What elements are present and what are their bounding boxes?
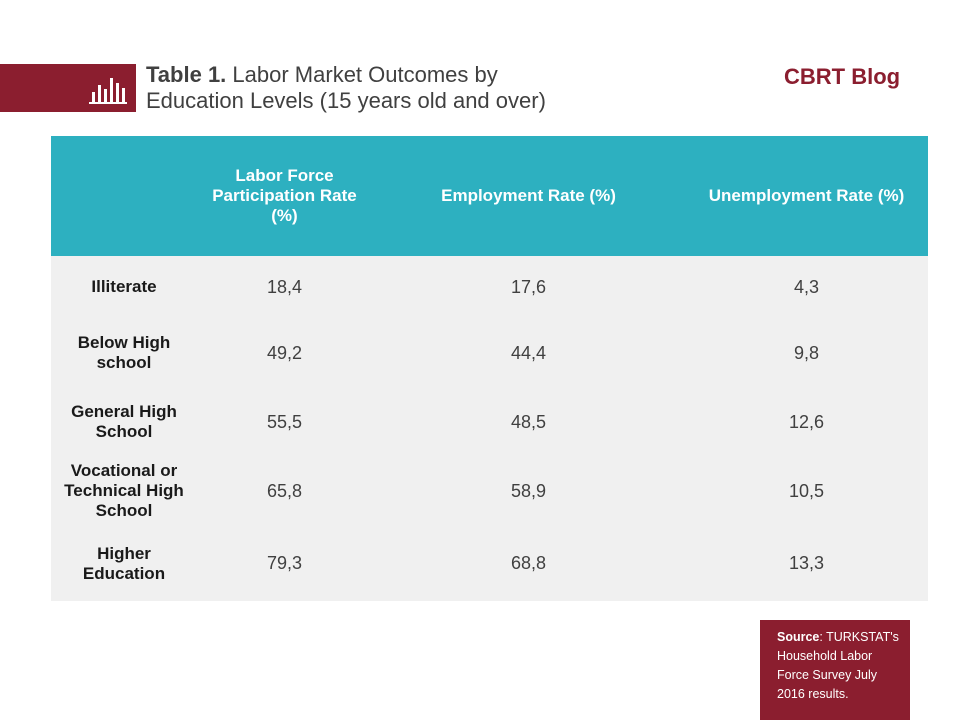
page-title: Table 1. Labor Market Outcomes by Educat… — [146, 62, 666, 114]
title-band — [0, 64, 136, 112]
cell-unemployment: 4,3 — [685, 256, 928, 318]
cell-unemployment: 12,6 — [685, 388, 928, 456]
cell-lfpr: 79,3 — [197, 526, 372, 601]
row-label: General High School — [51, 388, 197, 456]
cell-lfpr: 18,4 — [197, 256, 372, 318]
cell-unemployment: 10,5 — [685, 456, 928, 526]
cell-lfpr: 55,5 — [197, 388, 372, 456]
cell-employment: 17,6 — [372, 256, 685, 318]
cell-lfpr: 49,2 — [197, 318, 372, 388]
column-header-unemployment: Unemployment Rate (%) — [685, 136, 928, 256]
source-note: Source: TURKSTAT's Household Labor Force… — [760, 620, 910, 720]
row-label: Higher Education — [51, 526, 197, 601]
table-row: Vocational or Technical High School 65,8… — [51, 456, 928, 526]
title-line1: Labor Market Outcomes by — [232, 62, 498, 87]
column-header-empty — [51, 136, 197, 256]
source-text: : TURKSTAT's Household Labor Force Surve… — [777, 630, 899, 701]
table-row: Below High school 49,2 44,4 9,8 — [51, 318, 928, 388]
cell-employment: 44,4 — [372, 318, 685, 388]
table-header-row: Labor Force Participation Rate (%) Emplo… — [51, 136, 928, 256]
row-label: Below High school — [51, 318, 197, 388]
table-row: Illiterate 18,4 17,6 4,3 — [51, 256, 928, 318]
title-line2: Education Levels (15 years old and over) — [146, 88, 546, 113]
source-label: Source — [777, 630, 820, 644]
cell-lfpr: 65,8 — [197, 456, 372, 526]
row-label: Vocational or Technical High School — [51, 456, 197, 526]
table-row: Higher Education 79,3 68,8 13,3 — [51, 526, 928, 601]
cell-employment: 68,8 — [372, 526, 685, 601]
title-prefix: Table 1. — [146, 62, 227, 87]
row-label: Illiterate — [51, 256, 197, 318]
column-header-employment: Employment Rate (%) — [372, 136, 685, 256]
cell-employment: 48,5 — [372, 388, 685, 456]
cell-employment: 58,9 — [372, 456, 685, 526]
outcomes-table: Labor Force Participation Rate (%) Emplo… — [51, 136, 928, 601]
brand-label: CBRT Blog — [784, 64, 901, 89]
table-row: General High School 55,5 48,5 12,6 — [51, 388, 928, 456]
cell-unemployment: 13,3 — [685, 526, 928, 601]
bar-chart-icon — [89, 78, 127, 104]
cell-unemployment: 9,8 — [685, 318, 928, 388]
column-header-lfpr: Labor Force Participation Rate (%) — [197, 136, 372, 256]
